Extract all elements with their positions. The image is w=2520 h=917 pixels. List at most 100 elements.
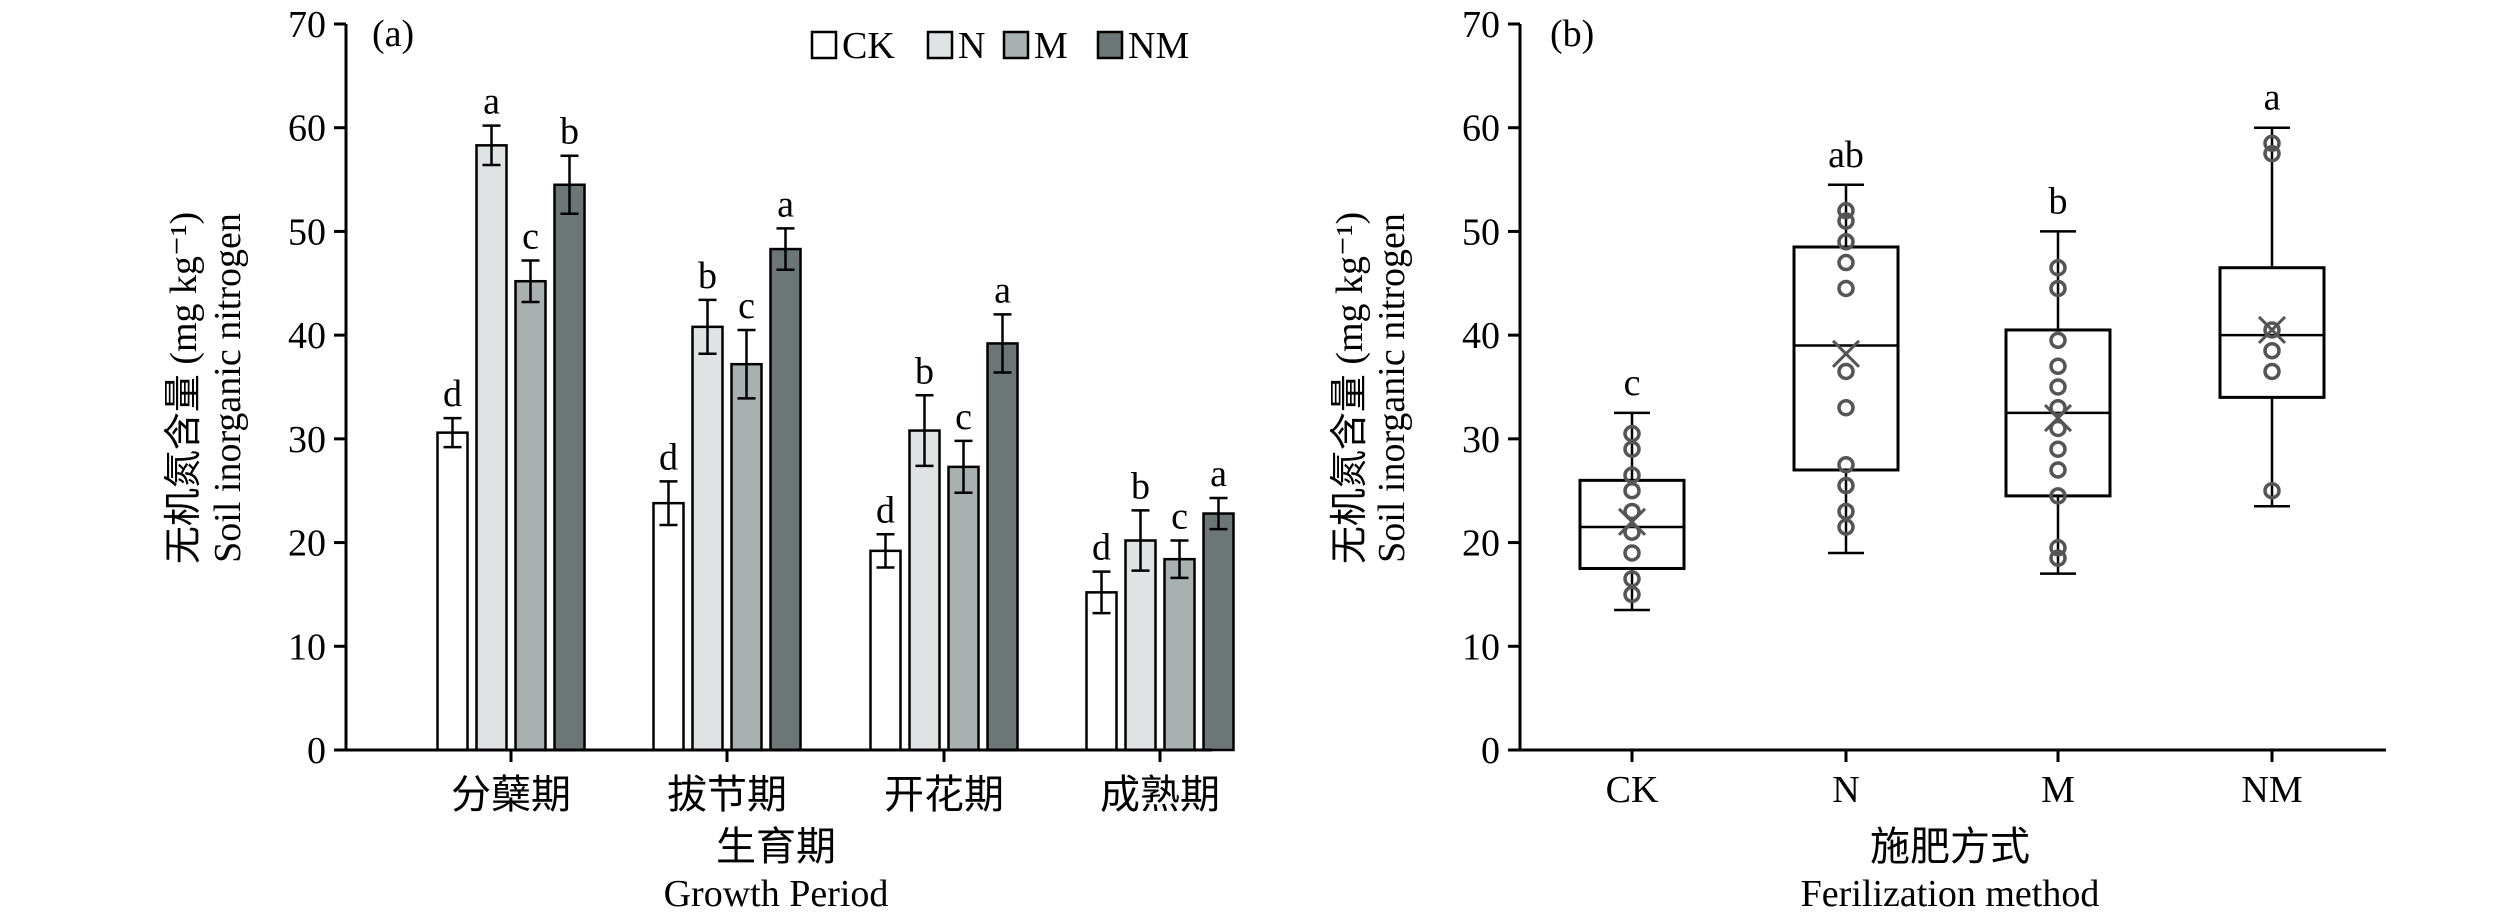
y-tick-label: 40: [288, 315, 326, 357]
significance-letter: a: [994, 269, 1011, 311]
bar-ck: [652, 501, 685, 752]
data-point: [1623, 544, 1641, 562]
bar-ck: [1085, 591, 1118, 752]
data-point: [2263, 144, 2281, 163]
panel-a-label: (a): [372, 13, 414, 55]
data-point: [2049, 378, 2067, 396]
significance-letter: a: [1210, 453, 1227, 495]
data-point: [1837, 212, 1855, 230]
panel-b-category-labels: CK N M NM: [1606, 750, 2303, 811]
x-category-label: 拔节期: [667, 772, 787, 817]
y-tick-label: 30: [1462, 419, 1500, 461]
x-category-label: NM: [2241, 769, 2302, 811]
y-tick-label: 30: [288, 419, 326, 461]
significance-letter: d: [443, 373, 462, 415]
y-tick-label: 20: [288, 523, 326, 565]
significance-letter: c: [1171, 495, 1188, 537]
panel-b-axes: [1518, 24, 2386, 752]
data-point: [1837, 279, 1855, 298]
data-point: [2049, 440, 2067, 458]
bar-m: [1163, 557, 1196, 752]
legend-swatch-ck: [810, 30, 838, 60]
data-point: [2049, 461, 2067, 479]
x-category-label: 成熟期: [1100, 772, 1220, 817]
panel-b-xlabel-cn: 施肥方式: [1870, 824, 2030, 869]
panel-a-xlabel-cn: 生育期: [716, 824, 836, 869]
y-tick-label: 20: [1462, 523, 1500, 565]
data-point: [2049, 487, 2067, 505]
panel-a-xlabel-en: Growth Period: [664, 873, 889, 915]
panel-a-legend: CK N M NM: [810, 25, 1189, 67]
y-tick-label: 70: [1462, 4, 1500, 46]
panel-b-boxes: c ab b a: [1578, 77, 2326, 612]
significance-letter: d: [659, 436, 678, 478]
significance-letter: c: [1624, 362, 1641, 404]
significance-letter: b: [2049, 180, 2068, 222]
panel-b-label: (b): [1550, 13, 1594, 55]
y-tick-label: 0: [1481, 730, 1500, 772]
data-point: [1837, 201, 1855, 220]
legend-swatch-m: [1002, 30, 1030, 60]
data-point: [1837, 502, 1855, 521]
data-point: [2049, 258, 2067, 277]
data-point: [2049, 279, 2067, 298]
significance-letter: d: [1092, 527, 1111, 569]
legend-swatch-n: [926, 30, 954, 60]
bar-ck: [436, 431, 469, 752]
data-point: [1623, 466, 1641, 484]
data-point: [2049, 539, 2067, 557]
y-tick-label: 0: [307, 730, 326, 772]
y-tick-label: 70: [288, 4, 326, 46]
data-point: [1837, 476, 1855, 495]
y-tick-label: 60: [288, 108, 326, 150]
x-category-label: M: [2041, 769, 2075, 811]
data-point: [2263, 481, 2281, 500]
x-category-label: 分蘖期: [451, 772, 571, 817]
data-point: [2263, 341, 2281, 360]
panel-a-axes: [344, 24, 1212, 752]
box-iqr: [1578, 478, 1686, 571]
y-tick-label: 50: [288, 211, 326, 253]
significance-letter: d: [876, 489, 895, 531]
data-point: [1623, 570, 1641, 588]
data-point: [1837, 398, 1855, 417]
bar-ck: [869, 549, 902, 752]
bar-m: [514, 279, 547, 752]
data-point: [1623, 424, 1641, 443]
significance-letter: b: [698, 255, 717, 297]
data-point: [2049, 331, 2067, 350]
data-point: [1837, 233, 1855, 251]
bar-m: [730, 362, 763, 752]
significance-letter: a: [483, 81, 500, 123]
panel-a-ylabel-cn: 无机氮含量 (mg kg⁻¹): [163, 212, 205, 564]
data-point: [2049, 398, 2067, 417]
legend-label-ck: CK: [842, 25, 895, 67]
legend-label-m: M: [1034, 25, 1068, 67]
x-category-label: 开花期: [884, 772, 1004, 817]
mean-marker: [2257, 315, 2287, 345]
mean-marker: [1617, 507, 1647, 536]
data-point: [2263, 134, 2281, 153]
bar-n: [475, 144, 508, 752]
data-point: [1623, 502, 1641, 521]
bar-n: [908, 429, 941, 752]
legend-swatch-nm: [1096, 30, 1124, 60]
data-point: [1623, 481, 1641, 500]
box-iqr: [2218, 266, 2326, 399]
data-point: [1837, 253, 1855, 272]
panel-b-ylabel-en: Soil inorganic nitrogen: [1371, 213, 1413, 563]
bar-nm: [553, 183, 586, 752]
y-tick-label: 40: [1462, 315, 1500, 357]
y-tick-label: 60: [1462, 108, 1500, 150]
significance-letter: c: [522, 215, 539, 257]
legend-label-n: N: [958, 25, 985, 67]
panel-a-category-labels: 分蘖期 拔节期 开花期 成熟期: [451, 750, 1220, 817]
significance-letter: c: [955, 396, 972, 438]
significance-letter: b: [915, 350, 934, 392]
data-point: [2263, 362, 2281, 381]
significance-letter: c: [738, 285, 755, 327]
panel-b-box-plot: (b) 无机氮含量 (mg kg⁻¹) Soil inorganic nitro…: [1329, 4, 2386, 915]
x-category-label: CK: [1606, 769, 1659, 811]
